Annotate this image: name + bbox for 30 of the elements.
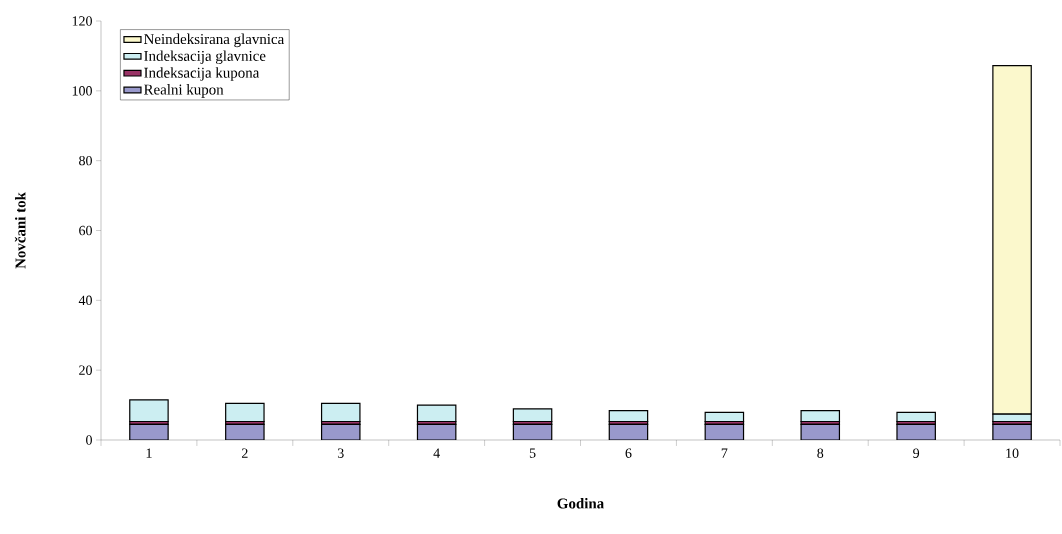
x-tick-label: 1 <box>146 448 152 458</box>
y-tick-label: 60 <box>79 225 92 236</box>
x-tick-label: 4 <box>433 448 440 458</box>
x-tick-label: 10 <box>1006 448 1019 458</box>
legend-label: Indeksacija glavnice <box>144 50 266 64</box>
bar <box>800 410 841 423</box>
legend-label: Neindeksirana glavnica <box>144 33 285 48</box>
y-tick-label: 120 <box>72 16 92 26</box>
bar <box>129 399 169 423</box>
x-tick-label: 9 <box>913 448 920 458</box>
x-tick-label: 7 <box>721 448 728 458</box>
bar <box>320 402 361 423</box>
y-tick-label: 80 <box>79 155 92 166</box>
bar <box>608 410 649 423</box>
bar <box>416 404 457 423</box>
legend-label: Realni kupon <box>144 84 224 98</box>
y-tick-label: 40 <box>78 295 92 306</box>
bar <box>512 408 553 423</box>
legend-label: Indeksacija kupona <box>144 67 260 81</box>
y-tick-label: 0 <box>86 435 92 445</box>
x-tick-label: 5 <box>529 448 536 458</box>
x-tick-label: 3 <box>337 448 344 458</box>
y-axis-title: Novčani tok <box>14 192 26 269</box>
x-tick-label: 2 <box>241 448 248 458</box>
y-tick-label: 20 <box>79 365 92 375</box>
x-tick-label: 8 <box>817 448 824 458</box>
bar <box>225 402 265 423</box>
x-tick-label: 6 <box>625 448 632 458</box>
y-tick-label: 100 <box>72 86 92 96</box>
x-axis-title: Godina <box>557 498 604 509</box>
